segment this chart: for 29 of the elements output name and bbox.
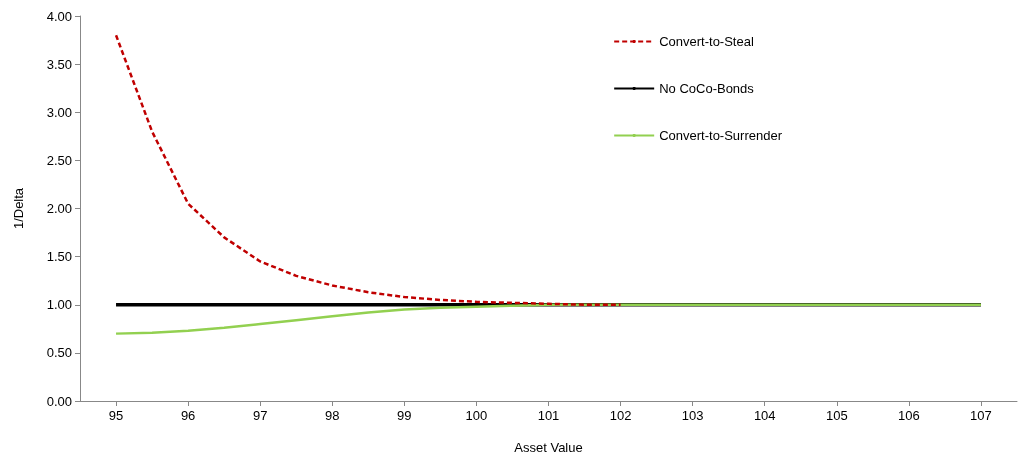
legend-label: Convert-to-Steal bbox=[659, 34, 754, 49]
x-tick-label: 103 bbox=[681, 408, 704, 423]
x-tick-label: 97 bbox=[252, 408, 268, 423]
y-tick-label: 1.00 bbox=[46, 297, 72, 313]
y-tick-label: 1.50 bbox=[46, 249, 72, 265]
x-tick-label: 98 bbox=[325, 408, 340, 423]
x-tick-label: 99 bbox=[397, 408, 412, 423]
x-tick-label: 102 bbox=[609, 408, 632, 423]
y-tick-label: 2.50 bbox=[46, 152, 72, 168]
y-tick-label: 4.00 bbox=[46, 8, 72, 24]
y-tick-label: 0.00 bbox=[46, 393, 72, 409]
x-tick-label: 107 bbox=[970, 408, 992, 423]
x-tick-label: 95 bbox=[108, 408, 124, 423]
line-series bbox=[114, 34, 622, 306]
legend-label: No CoCo-Bonds bbox=[659, 81, 755, 96]
x-tick-label: 96 bbox=[180, 408, 196, 423]
line-series bbox=[114, 303, 983, 335]
y-tick-label: 3.50 bbox=[46, 56, 72, 72]
x-tick-label: 104 bbox=[753, 408, 776, 423]
y-tick-label: 3.00 bbox=[46, 104, 72, 120]
y-axis-title: 1/Delta bbox=[11, 187, 26, 230]
y-tick-label: 2.00 bbox=[46, 201, 72, 216]
x-axis-title: Asset Value bbox=[514, 440, 583, 455]
x-tick-label: 100 bbox=[465, 408, 488, 423]
y-tick-label: 0.50 bbox=[46, 345, 72, 361]
legend-label: Convert-to-Surrender bbox=[659, 128, 783, 143]
x-tick-label: 101 bbox=[537, 408, 560, 423]
x-tick-label: 105 bbox=[825, 408, 848, 423]
x-tick-label: 106 bbox=[898, 408, 920, 423]
